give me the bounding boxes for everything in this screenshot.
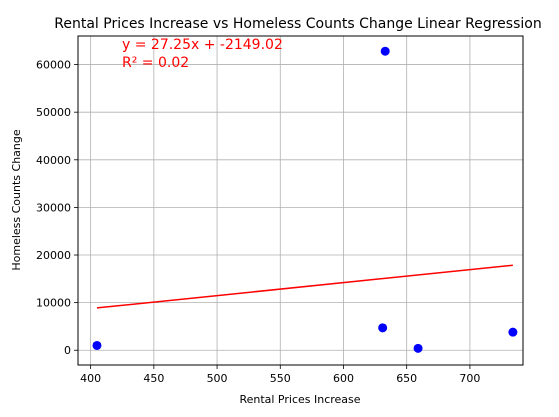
y-tick-label: 0	[64, 344, 71, 357]
y-tick-label: 10000	[36, 297, 71, 310]
data-point	[92, 340, 102, 350]
x-tick-label: 400	[80, 372, 101, 385]
scatter-points	[92, 46, 518, 353]
regression-line-layer	[96, 264, 513, 309]
y-tick-label: 20000	[36, 249, 71, 262]
y-axis-label: Homeless Counts Change	[10, 129, 23, 271]
data-point	[508, 327, 518, 337]
x-tick-label: 700	[459, 372, 480, 385]
x-tick-label: 450	[143, 372, 164, 385]
axis-ticks: 400 450 500 550 600 650 700 0 10000 20000 30000 400…	[36, 59, 480, 385]
grid	[78, 36, 523, 365]
y-tick-label: 60000	[36, 59, 71, 72]
data-point	[380, 46, 390, 56]
x-tick-label: 650	[396, 372, 417, 385]
data-point	[378, 323, 388, 333]
y-tick-label: 30000	[36, 201, 71, 214]
r-squared-label: R² = 0.02	[122, 55, 189, 71]
chart-title: Rental Prices Increase vs Homeless Count…	[54, 16, 541, 32]
x-tick-label: 500	[207, 372, 228, 385]
data-point	[413, 343, 423, 353]
x-axis-label: Rental Prices Increase	[239, 393, 360, 406]
regression-line	[96, 264, 513, 309]
x-tick-label: 550	[270, 372, 291, 385]
y-tick-label: 40000	[36, 154, 71, 167]
x-tick-label: 600	[333, 372, 354, 385]
plot-frame	[77, 35, 524, 366]
regression-equation: y = 27.25x + -2149.02	[122, 37, 283, 53]
y-tick-label: 50000	[36, 106, 71, 119]
